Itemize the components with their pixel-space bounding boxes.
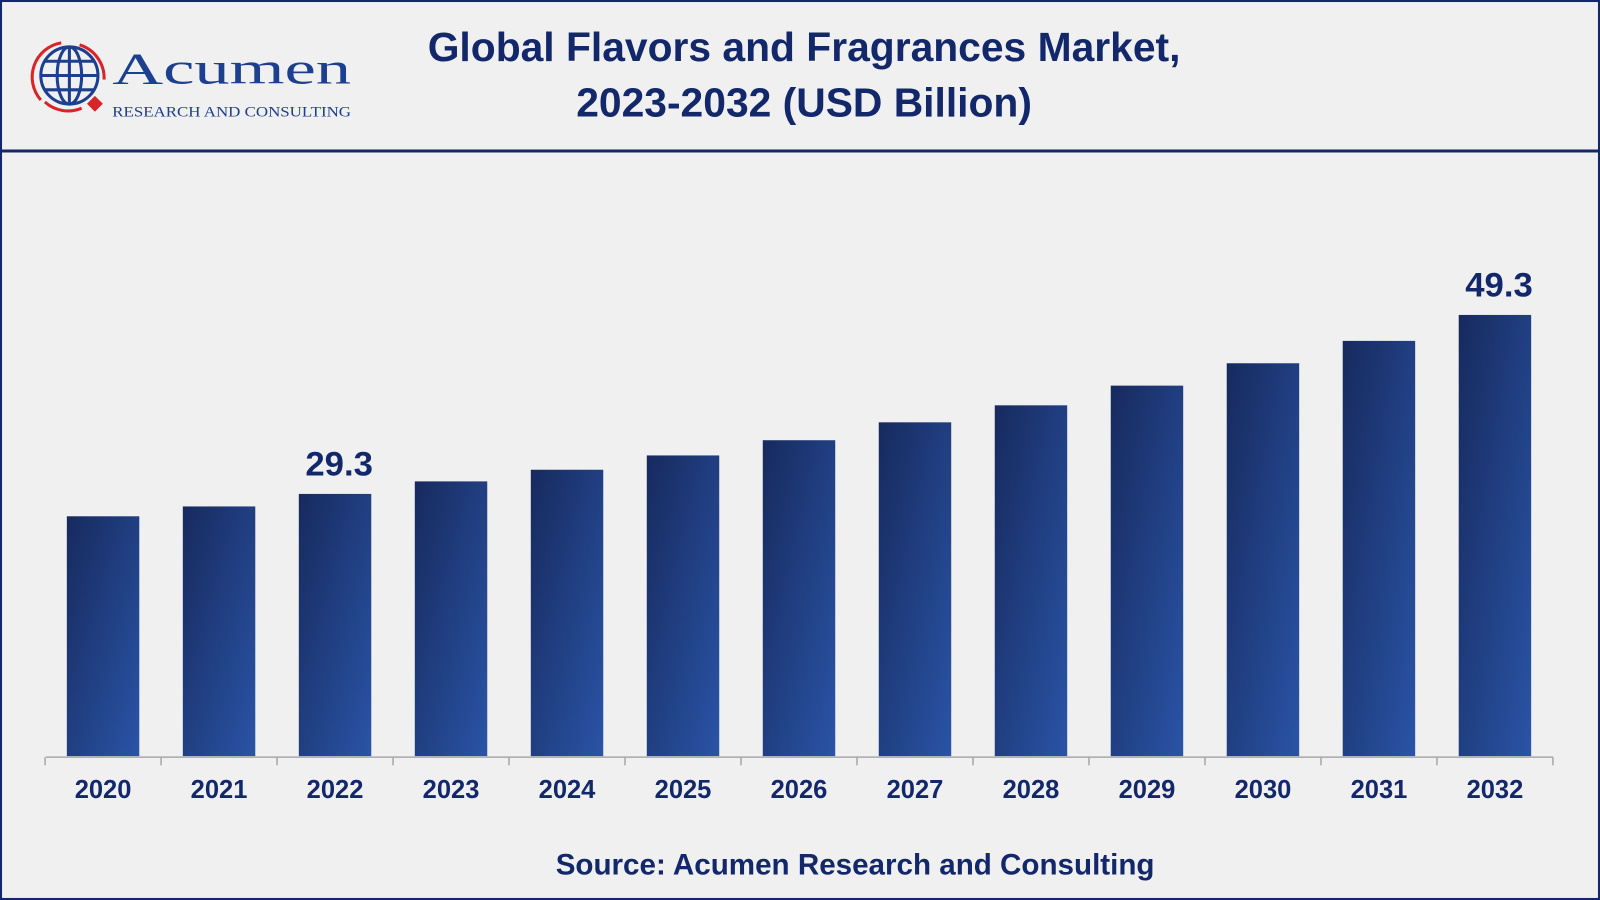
bar-2023 (414, 481, 488, 757)
x-tick-label: 2022 (307, 776, 364, 804)
data-label-2022: 29.3 (305, 446, 373, 484)
bar-2029 (1110, 385, 1184, 757)
x-tick-label: 2025 (655, 776, 712, 804)
logo: Acumen RESEARCH AND CONSULTING (30, 41, 351, 120)
bar-2031 (1342, 340, 1416, 757)
bars (66, 314, 1532, 757)
bar-2032 (1458, 314, 1532, 757)
x-tick-label: 2023 (423, 776, 480, 804)
source-note: Source: Acumen Research and Consulting (556, 848, 1155, 881)
chart-title-line1: Global Flavors and Fragrances Market, (428, 24, 1181, 70)
bar-2024 (530, 469, 604, 757)
bar-2027 (878, 422, 952, 757)
bar-2022 (298, 493, 372, 757)
x-tick-label: 2030 (1235, 776, 1292, 804)
data-label-2032: 49.3 (1465, 267, 1533, 305)
x-tick-label: 2029 (1119, 776, 1176, 804)
x-tick-label: 2027 (887, 776, 944, 804)
bar-2030 (1226, 363, 1300, 757)
x-tick-label: 2021 (191, 776, 248, 804)
bar-2025 (646, 455, 720, 757)
logo-tagline: RESEARCH AND CONSULTING (112, 104, 351, 120)
logo-ring-icon (30, 41, 62, 102)
x-tick-label: 2028 (1003, 776, 1060, 804)
x-tick-label: 2020 (75, 776, 132, 804)
bar-2020 (66, 516, 140, 757)
x-axis-ticks (44, 757, 1554, 766)
bar-2021 (182, 506, 256, 757)
globe-icon (39, 45, 100, 106)
bar-2026 (762, 440, 836, 757)
x-tick-label: 2024 (539, 776, 597, 804)
logo-name: Acumen (112, 44, 351, 94)
x-tick-label: 2032 (1467, 776, 1524, 804)
chart-title-line2: 2023-2032 (USD Billion) (576, 79, 1032, 125)
x-tick-label: 2026 (771, 776, 828, 804)
bar-2028 (994, 405, 1068, 757)
x-tick-label: 2031 (1351, 776, 1408, 804)
